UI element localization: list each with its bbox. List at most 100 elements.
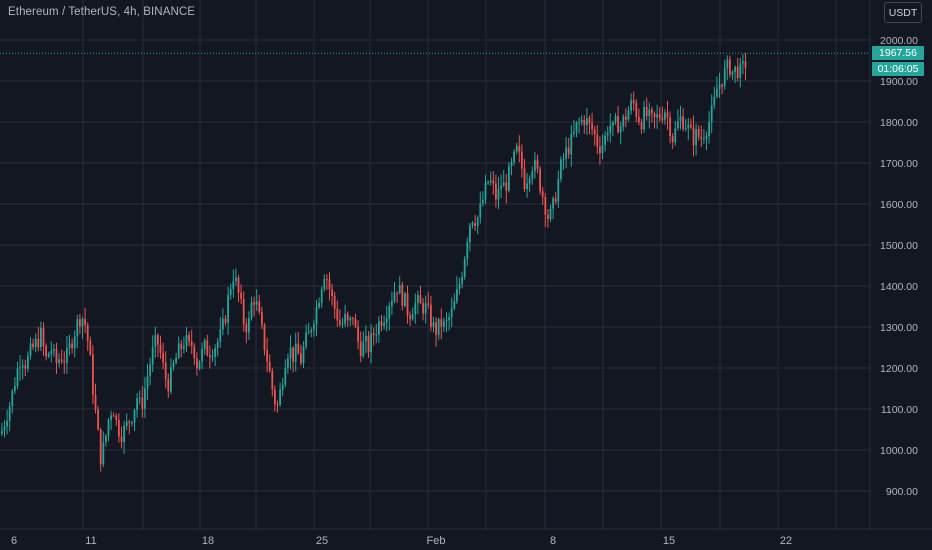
candle-up[interactable] xyxy=(557,178,560,202)
candle-up[interactable] xyxy=(552,198,554,209)
candle-down[interactable] xyxy=(193,346,196,359)
candle-up[interactable] xyxy=(201,348,203,362)
candle-down[interactable] xyxy=(682,116,684,129)
candle-down[interactable] xyxy=(37,338,40,348)
candle-up[interactable] xyxy=(219,329,222,342)
candles[interactable] xyxy=(1,53,747,472)
candle-down[interactable] xyxy=(32,343,34,348)
candle-down[interactable] xyxy=(180,343,183,349)
candle-up[interactable] xyxy=(310,330,313,333)
candle-up[interactable] xyxy=(198,361,201,369)
candle-up[interactable] xyxy=(53,348,55,351)
candle-up[interactable] xyxy=(526,183,528,189)
candle-down[interactable] xyxy=(653,113,656,118)
candle-down[interactable] xyxy=(354,318,357,327)
candle-up[interactable] xyxy=(466,242,469,260)
candle-up[interactable] xyxy=(497,188,500,200)
candle-up[interactable] xyxy=(612,122,614,126)
candle-down[interactable] xyxy=(671,136,674,143)
candle-up[interactable] xyxy=(575,122,578,133)
candle-down[interactable] xyxy=(157,335,159,345)
candle-up[interactable] xyxy=(739,63,742,78)
candle-down[interactable] xyxy=(593,129,596,135)
candle-up[interactable] xyxy=(313,323,315,331)
candle-down[interactable] xyxy=(567,147,570,155)
candle-down[interactable] xyxy=(188,335,190,342)
candle-up[interactable] xyxy=(183,346,185,349)
candle-down[interactable] xyxy=(367,335,370,353)
candle-up[interactable] xyxy=(510,162,513,167)
candle-up[interactable] xyxy=(19,367,21,369)
candle-up[interactable] xyxy=(378,321,380,335)
candle-down[interactable] xyxy=(617,116,619,133)
candle-down[interactable] xyxy=(625,116,627,120)
candle-up[interactable] xyxy=(58,359,60,363)
candle-up[interactable] xyxy=(185,335,188,347)
candle-up[interactable] xyxy=(630,100,632,111)
candle-down[interactable] xyxy=(159,344,162,354)
candle-down[interactable] xyxy=(588,118,591,124)
candle-up[interactable] xyxy=(149,364,151,376)
candle-up[interactable] xyxy=(362,341,365,357)
candle-up[interactable] xyxy=(482,199,484,204)
candle-up[interactable] xyxy=(315,307,318,324)
candle-down[interactable] xyxy=(632,100,635,104)
candle-up[interactable] xyxy=(307,332,310,334)
candle-up[interactable] xyxy=(232,281,235,290)
candle-up[interactable] xyxy=(417,295,419,303)
candle-down[interactable] xyxy=(661,117,664,120)
candle-up[interactable] xyxy=(578,122,580,124)
candle-up[interactable] xyxy=(674,128,677,143)
candle-down[interactable] xyxy=(640,122,643,130)
candle-up[interactable] xyxy=(458,284,461,289)
candle-up[interactable] xyxy=(562,158,565,160)
candle-up[interactable] xyxy=(398,284,401,294)
candle-up[interactable] xyxy=(742,61,744,64)
candle-up[interactable] xyxy=(14,386,16,392)
candle-down[interactable] xyxy=(237,277,240,293)
candle-up[interactable] xyxy=(643,106,645,130)
candle-up[interactable] xyxy=(479,203,482,218)
candle-up[interactable] xyxy=(687,124,690,129)
candle-down[interactable] xyxy=(242,299,245,324)
candle-up[interactable] xyxy=(627,110,630,120)
candle-up[interactable] xyxy=(679,116,682,122)
candle-up[interactable] xyxy=(664,112,666,120)
candle-up[interactable] xyxy=(227,294,229,323)
candle-down[interactable] xyxy=(692,127,695,146)
candle-up[interactable] xyxy=(154,335,157,348)
candle-up[interactable] xyxy=(560,159,562,179)
candle-up[interactable] xyxy=(146,375,149,389)
candle-up[interactable] xyxy=(229,289,232,295)
candle-down[interactable] xyxy=(240,292,242,300)
candle-up[interactable] xyxy=(388,306,391,319)
candle-down[interactable] xyxy=(164,362,167,379)
candle-up[interactable] xyxy=(469,225,471,243)
candle-down[interactable] xyxy=(55,348,58,363)
candle-up[interactable] xyxy=(50,350,53,354)
candle-down[interactable] xyxy=(409,315,411,320)
symbol-title[interactable]: Ethereum / TetherUS, 4h, BINANCE xyxy=(8,6,196,18)
candle-down[interactable] xyxy=(261,312,263,325)
candle-down[interactable] xyxy=(86,324,89,341)
candle-down[interactable] xyxy=(518,145,521,152)
candle-up[interactable] xyxy=(450,308,453,318)
candle-up[interactable] xyxy=(235,277,237,282)
candle-up[interactable] xyxy=(443,321,445,327)
candle-down[interactable] xyxy=(419,295,422,304)
candle-up[interactable] xyxy=(437,319,440,335)
candle-up[interactable] xyxy=(404,293,406,306)
candle-down[interactable] xyxy=(328,279,331,290)
candle-down[interactable] xyxy=(190,341,193,347)
candle-up[interactable] xyxy=(107,419,110,436)
candle-up[interactable] xyxy=(677,121,679,129)
candle-down[interactable] xyxy=(60,359,63,362)
candle-up[interactable] xyxy=(8,406,11,422)
candle-up[interactable] xyxy=(710,105,713,122)
candle-up[interactable] xyxy=(110,415,112,420)
candle-up[interactable] xyxy=(716,89,718,97)
candle-down[interactable] xyxy=(224,318,227,323)
candle-down[interactable] xyxy=(326,279,328,281)
candle-up[interactable] xyxy=(302,346,305,364)
candle-up[interactable] xyxy=(105,435,107,443)
